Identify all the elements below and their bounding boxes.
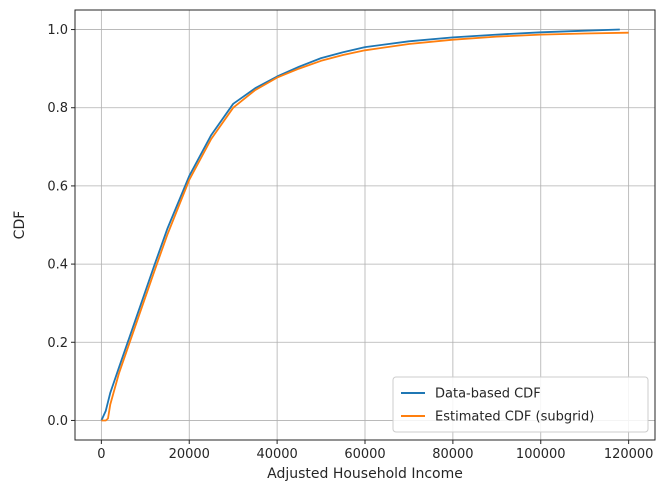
y-tick-label: 0.2 [47,336,68,351]
x-axis-label: Adjusted Household Income [267,466,463,482]
grid [75,10,655,440]
series-layer [100,28,629,422]
legend: Data-based CDF Estimated CDF (subgrid) [392,376,649,433]
y-axis-label: CDF [12,211,28,240]
legend-entry: Data-based CDF [435,387,541,402]
y-tick-label: 0.0 [47,414,68,429]
x-tick-label: 40000 [256,447,297,462]
x-tick-label: 60000 [344,447,385,462]
series-line-1 [100,28,620,421]
x-tick-label: 120000 [604,447,654,462]
y-tick-label: 0.8 [47,101,68,116]
legend-entry: Estimated CDF (subgrid) [435,410,594,425]
series-line-2 [101,31,629,422]
x-tick-label: 20000 [169,447,210,462]
y-tick-label: 0.6 [47,179,68,194]
x-tick-label: 80000 [432,447,473,462]
legend-box [392,376,649,433]
y-tick-label: 1.0 [47,23,68,38]
x-tick-label: 100000 [516,447,566,462]
y-tick-label: 0.4 [47,258,68,273]
tick-layer: 0 20000 40000 60000 80000 100000 120000 0.0 0.2 0… [47,23,653,462]
x-tick-label: 0 [97,447,105,462]
